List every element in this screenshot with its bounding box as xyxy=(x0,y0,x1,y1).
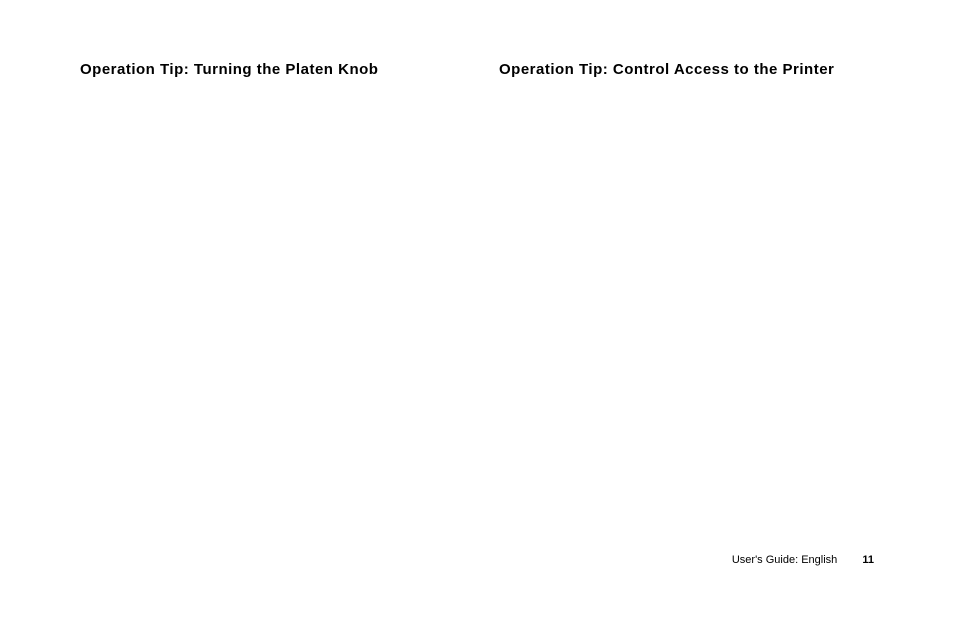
footer-label: User's Guide: English xyxy=(732,554,837,566)
footer-page-number: 11 xyxy=(862,554,874,566)
heading-left: Operation Tip: Turning the Platen Knob xyxy=(80,59,460,80)
heading-right: Operation Tip: Control Access to the Pri… xyxy=(499,59,839,80)
document-page: Operation Tip: Turning the Platen Knob O… xyxy=(0,0,954,618)
page-footer: User's Guide: English 11 xyxy=(732,554,874,566)
